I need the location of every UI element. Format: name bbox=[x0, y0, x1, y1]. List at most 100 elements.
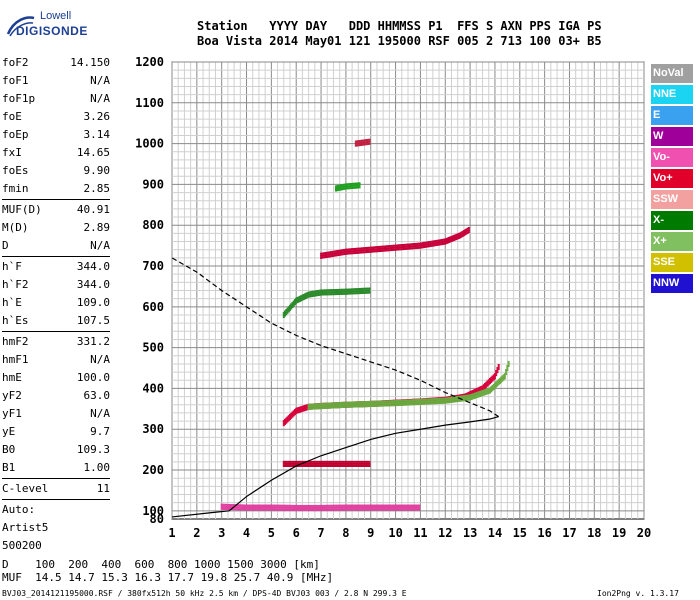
echo-point bbox=[332, 291, 335, 294]
echo-point bbox=[366, 405, 369, 408]
param-divider bbox=[2, 256, 110, 257]
echo-point bbox=[449, 399, 452, 402]
echo-point bbox=[344, 183, 347, 186]
echo-point bbox=[296, 460, 299, 463]
echo-point bbox=[297, 300, 300, 303]
echo-point bbox=[358, 460, 361, 463]
echo-point bbox=[385, 404, 388, 407]
echo-point bbox=[311, 509, 314, 512]
echo-point bbox=[416, 246, 419, 249]
echo-point bbox=[452, 396, 455, 399]
param-row: foEp 3.14 bbox=[2, 126, 110, 144]
param-name: h`F2 bbox=[2, 278, 29, 291]
echo-point bbox=[281, 504, 284, 507]
echo-point bbox=[362, 289, 365, 292]
echo-point bbox=[328, 406, 331, 409]
echo-point bbox=[362, 251, 365, 254]
echo-point bbox=[392, 248, 395, 251]
param-value: 9.7 bbox=[90, 425, 110, 438]
echo-point bbox=[326, 406, 329, 409]
echo-point bbox=[361, 504, 364, 507]
echo-point bbox=[320, 464, 323, 467]
echo-point bbox=[326, 508, 329, 511]
echo-point bbox=[356, 290, 359, 293]
echo-point bbox=[367, 246, 370, 249]
echo-point bbox=[505, 371, 508, 374]
param-row: h`F2 344.0 bbox=[2, 276, 110, 294]
echo-point bbox=[334, 402, 337, 405]
echo-point bbox=[354, 249, 357, 252]
echo-point bbox=[327, 462, 330, 465]
echo-point bbox=[389, 504, 392, 507]
echo-point bbox=[352, 401, 355, 404]
echo-point bbox=[418, 398, 421, 401]
echo-point bbox=[368, 287, 371, 290]
echo-point bbox=[293, 460, 296, 463]
echo-point bbox=[403, 508, 406, 511]
echo-point bbox=[325, 293, 328, 296]
echo-point bbox=[338, 249, 341, 252]
echo-point bbox=[445, 240, 448, 243]
echo-point bbox=[271, 504, 274, 507]
echo-point bbox=[292, 304, 295, 307]
echo-point bbox=[438, 243, 441, 246]
echo-point bbox=[290, 305, 293, 308]
echo-point bbox=[290, 504, 293, 507]
echo-point bbox=[308, 407, 311, 410]
echo-point bbox=[323, 460, 326, 463]
echo-point bbox=[297, 411, 300, 414]
echo-point bbox=[488, 378, 491, 381]
echo-point bbox=[344, 403, 347, 406]
topside-profile-line bbox=[171, 257, 500, 418]
echo-point bbox=[296, 301, 299, 304]
echo-point bbox=[346, 462, 349, 465]
echo-point bbox=[317, 462, 320, 465]
echo-point bbox=[506, 367, 509, 370]
echo-point bbox=[334, 189, 337, 192]
echo-point bbox=[310, 462, 313, 465]
echo-point bbox=[383, 508, 386, 511]
echo-point bbox=[332, 462, 335, 465]
echo-point bbox=[492, 383, 495, 386]
echo-point bbox=[241, 504, 244, 507]
echo-point bbox=[484, 387, 487, 390]
param-value: 63.0 bbox=[83, 389, 111, 402]
echo-point bbox=[450, 240, 453, 243]
echo-point bbox=[339, 184, 342, 187]
echo-point bbox=[380, 245, 383, 248]
echo-point bbox=[298, 410, 301, 413]
echo-point bbox=[359, 401, 362, 404]
echo-point bbox=[476, 387, 479, 390]
echo-point bbox=[338, 288, 341, 291]
echo-point bbox=[356, 186, 359, 189]
echo-point bbox=[336, 464, 339, 467]
echo-point bbox=[307, 460, 310, 463]
echo-point bbox=[447, 397, 450, 400]
echo-point bbox=[361, 401, 364, 404]
echo-point bbox=[451, 239, 454, 242]
echo-point bbox=[307, 509, 310, 512]
echo-point bbox=[286, 418, 289, 421]
echo-point bbox=[435, 244, 438, 247]
echo-point bbox=[415, 246, 418, 249]
echo-point bbox=[416, 244, 419, 247]
echo-point bbox=[431, 402, 434, 405]
echo-point bbox=[389, 247, 392, 250]
echo-point bbox=[359, 139, 362, 142]
echo-point bbox=[452, 236, 455, 239]
echo-point bbox=[344, 187, 347, 190]
echo-point bbox=[261, 504, 264, 507]
echo-point bbox=[359, 508, 362, 511]
echo-point bbox=[395, 244, 398, 247]
echo-point bbox=[351, 504, 354, 507]
echo-point bbox=[230, 504, 233, 507]
echo-point bbox=[362, 508, 365, 511]
echo-point bbox=[318, 504, 321, 507]
echo-point bbox=[454, 396, 457, 399]
echo-point bbox=[383, 247, 386, 250]
param-row: C-level 11 bbox=[2, 480, 110, 498]
echo-point bbox=[394, 506, 397, 509]
echo-point bbox=[460, 399, 463, 402]
echo-point bbox=[476, 391, 479, 394]
echo-point bbox=[420, 398, 423, 401]
